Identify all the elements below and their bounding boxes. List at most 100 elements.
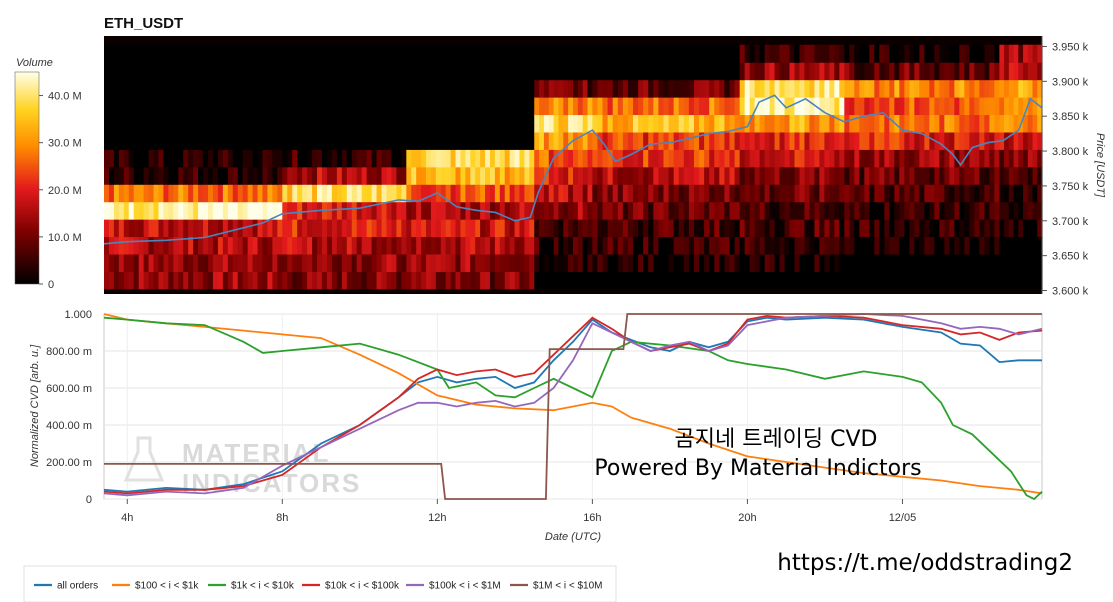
heatmap-cell: [217, 149, 224, 168]
heatmap-cell: [577, 131, 584, 150]
heatmap-cell: [237, 236, 244, 255]
heatmap-cell: [879, 114, 885, 133]
heatmap-cell: [391, 219, 398, 238]
heatmap-cell: [979, 131, 985, 150]
heatmap-cell: [1008, 97, 1015, 116]
heatmap-cell: [914, 184, 920, 203]
heatmap-cell: [979, 97, 985, 116]
heatmap-cell: [534, 166, 540, 185]
heatmap-cell: [445, 166, 452, 185]
heatmap-cell: [563, 271, 569, 290]
heatmap-cell: [627, 253, 634, 272]
heatmap-cell: [764, 271, 771, 290]
heatmap-cell: [317, 44, 323, 63]
heatmap-cell: [416, 201, 422, 220]
heatmap-cell: [789, 79, 796, 98]
heatmap-cell: [178, 79, 184, 98]
heatmap-cell: [769, 201, 776, 220]
heatmap-cell: [914, 201, 920, 220]
heatmap-cell: [627, 236, 634, 255]
heatmap-cell: [879, 97, 885, 116]
heatmap-cell: [724, 201, 731, 220]
legend-item-label[interactable]: $1M < i < $10M: [533, 581, 602, 592]
legend-item-label[interactable]: $1k < i < $10k: [231, 581, 295, 592]
heatmap-cell: [959, 253, 965, 272]
heatmap-cell: [381, 253, 388, 272]
heatmap-cell: [929, 184, 935, 203]
heatmap-cell: [699, 149, 705, 168]
heatmap-cell: [1032, 131, 1038, 150]
heatmap-cell: [376, 44, 383, 63]
heatmap-cell: [222, 219, 229, 238]
heatmap-cell: [627, 131, 634, 150]
heatmap-cell: [148, 184, 155, 203]
heatmap-cell: [944, 236, 950, 255]
heatmap-cell: [113, 236, 120, 255]
legend-item-label[interactable]: $10k < i < $100k: [325, 581, 400, 592]
heatmap-cell: [371, 44, 378, 63]
heatmap-cell: [480, 97, 486, 116]
legend-item-label[interactable]: $100 < i < $1k: [135, 581, 199, 592]
heatmap-cell: [519, 201, 525, 220]
heatmap-cell: [1013, 149, 1019, 168]
heatmap-cell: [612, 253, 619, 272]
heatmap-cell: [138, 166, 145, 185]
legend-item-label[interactable]: all orders: [57, 581, 98, 592]
heatmap-cell: [138, 149, 145, 168]
heatmap-cell: [794, 79, 801, 98]
heatmap-cell: [799, 149, 806, 168]
heatmap-cell: [504, 149, 511, 168]
heatmap-cell: [499, 184, 506, 203]
heatmap-cell: [426, 253, 432, 272]
heatmap-cell: [964, 166, 970, 185]
heatmap-cell: [829, 201, 835, 220]
heatmap-cell: [356, 253, 363, 272]
heatmap-cell: [153, 166, 160, 185]
heatmap-cell: [759, 149, 766, 168]
heatmap-cell: [450, 271, 457, 290]
heatmap-cell: [366, 79, 373, 98]
heatmap-cell: [587, 79, 593, 98]
heatmap-cell: [919, 271, 925, 290]
heatmap-cell: [779, 97, 786, 116]
heatmap-cell: [312, 44, 318, 63]
heatmap-cell: [371, 184, 378, 203]
heatmap-cell: [361, 114, 368, 133]
heatmap-cell: [693, 44, 700, 63]
heatmap-cell: [989, 253, 995, 272]
heatmap-cell: [964, 149, 970, 168]
heatmap-cell: [663, 44, 670, 63]
heatmap-cell: [376, 201, 383, 220]
heatmap-cell: [341, 149, 348, 168]
heatmap-cell: [485, 236, 491, 255]
heatmap-cell: [475, 44, 481, 63]
heatmap-cell: [592, 271, 599, 290]
heatmap-cell: [534, 201, 540, 220]
heatmap-cell: [859, 131, 865, 150]
heatmap-cell: [558, 184, 564, 203]
heatmap-cell: [754, 236, 761, 255]
heatmap-cell: [217, 236, 224, 255]
legend-item-label[interactable]: $100k < i < $1M: [429, 581, 501, 592]
heatmap-cell: [974, 201, 980, 220]
heatmap-cell: [969, 79, 975, 98]
heatmap-cell: [964, 44, 970, 63]
heatmap-cell: [734, 114, 741, 133]
heatmap-cell: [849, 44, 855, 63]
heatmap-cell: [814, 271, 820, 290]
heatmap-cell: [539, 44, 545, 63]
heatmap-cell: [739, 114, 746, 133]
heatmap-cell: [799, 236, 806, 255]
heatmap-cell: [534, 149, 540, 168]
heatmap-cell: [1032, 149, 1038, 168]
heatmap-cell: [784, 219, 791, 238]
heatmap-cell: [709, 114, 715, 133]
telegram-link[interactable]: https://t.me/oddstrading2: [777, 550, 1073, 576]
heatmap-cell: [683, 62, 690, 81]
heatmap-cell: [959, 236, 965, 255]
heatmap-cell: [884, 131, 890, 150]
heatmap-cell: [247, 79, 254, 98]
heatmap-cell: [769, 184, 776, 203]
heatmap-cell: [607, 62, 614, 81]
heatmap-cell: [633, 166, 639, 185]
